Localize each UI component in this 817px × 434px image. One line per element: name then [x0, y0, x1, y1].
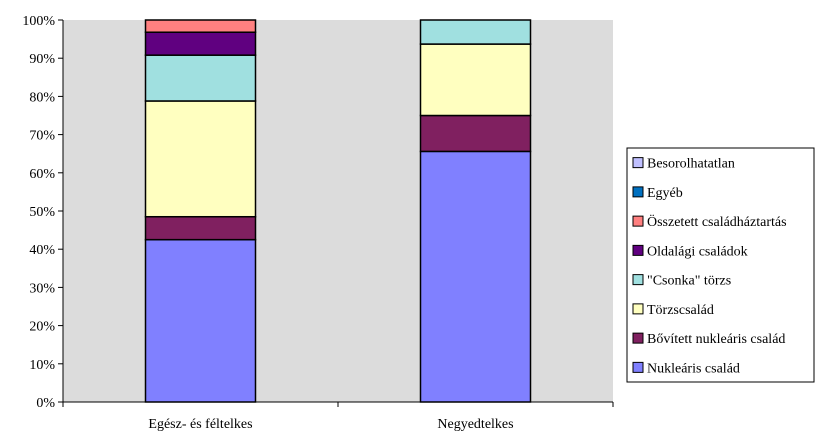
legend: Besorolhatatlan Egyéb Összetett családházt…: [626, 147, 815, 383]
y-tick-label: 40%: [29, 243, 55, 258]
legend-label: Nukleáris család: [647, 361, 740, 376]
legend-swatch: [632, 361, 644, 373]
legend-box: [626, 147, 815, 383]
legend-swatch: [632, 244, 644, 256]
y-tick-label: 90%: [29, 52, 55, 67]
bar-segment: [419, 114, 532, 153]
bar-segment: [419, 150, 532, 403]
y-tick-label: 50%: [29, 205, 55, 220]
y-axis: 0% 10% 20% 30% 40% 50% 60% 70% 80% 90% 100%: [22, 14, 63, 411]
legend-swatch: [632, 303, 644, 315]
y-tick-label: 80%: [29, 90, 55, 105]
legend-label: Összetett családháztartás: [647, 213, 787, 230]
bars: [144, 19, 532, 403]
bar-segment: [144, 238, 257, 403]
bar-segment: [144, 19, 257, 33]
legend-label: Besorolhatatlan: [647, 157, 735, 172]
legend-label: Bővített nukleáris család: [647, 332, 785, 347]
bar-segment: [419, 19, 532, 45]
y-tick-label: 30%: [29, 281, 55, 296]
y-tick-label: 0%: [36, 396, 55, 411]
bar-segment: [144, 100, 257, 218]
y-tick-label: 20%: [29, 320, 55, 335]
x-category-label: Negyedtelkes: [437, 417, 513, 432]
legend-label: Egyéb: [647, 186, 683, 201]
bar-segment: [144, 31, 257, 56]
legend-swatch: [632, 215, 644, 227]
legend-label: Oldalági családok: [647, 244, 748, 259]
legend-swatch: [632, 332, 644, 344]
legend-swatch: [632, 274, 644, 286]
axes: [62, 20, 614, 407]
legend-label: "Csonka" törzs: [647, 274, 731, 289]
bar-segment: [144, 215, 257, 241]
y-tick-label: 60%: [29, 167, 55, 182]
legend-swatch: [632, 186, 644, 198]
y-tick-label: 10%: [29, 358, 55, 373]
x-axis-labels: Egész- és féltelkes Negyedtelkes: [148, 417, 513, 432]
bar-segment: [419, 43, 532, 117]
legend-swatch: [632, 157, 644, 169]
x-category-label: Egész- és féltelkes: [148, 417, 252, 432]
legend-label: Törzscsalád: [647, 303, 714, 318]
bar-segment: [144, 54, 257, 102]
y-tick-label: 70%: [29, 129, 55, 144]
y-tick-label: 100%: [22, 14, 55, 29]
